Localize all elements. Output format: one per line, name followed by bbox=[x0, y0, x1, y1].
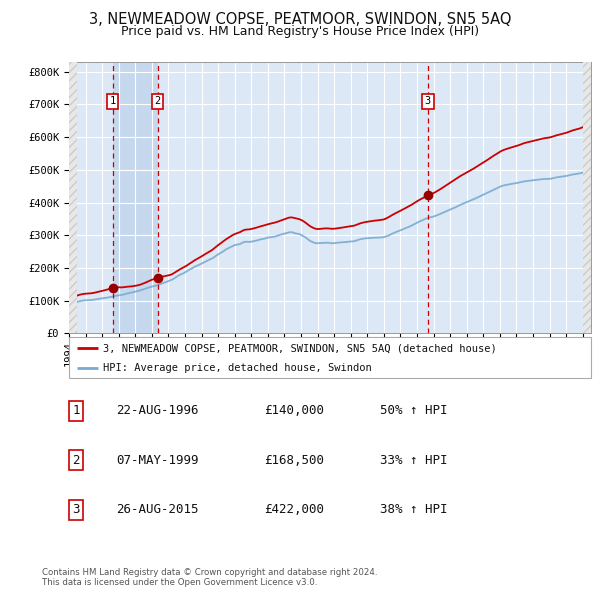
Text: £140,000: £140,000 bbox=[263, 404, 323, 417]
Text: 2: 2 bbox=[73, 454, 80, 467]
Text: £168,500: £168,500 bbox=[263, 454, 323, 467]
Text: 2: 2 bbox=[155, 96, 161, 106]
Text: £422,000: £422,000 bbox=[263, 503, 323, 516]
Text: 3, NEWMEADOW COPSE, PEATMOOR, SWINDON, SN5 5AQ: 3, NEWMEADOW COPSE, PEATMOOR, SWINDON, S… bbox=[89, 12, 511, 27]
Text: 26-AUG-2015: 26-AUG-2015 bbox=[116, 503, 198, 516]
Text: 50% ↑ HPI: 50% ↑ HPI bbox=[380, 404, 448, 417]
Text: Contains HM Land Registry data © Crown copyright and database right 2024.
This d: Contains HM Land Registry data © Crown c… bbox=[42, 568, 377, 587]
Text: 3, NEWMEADOW COPSE, PEATMOOR, SWINDON, SN5 5AQ (detached house): 3, NEWMEADOW COPSE, PEATMOOR, SWINDON, S… bbox=[103, 343, 497, 353]
Text: 1: 1 bbox=[73, 404, 80, 417]
Text: 22-AUG-1996: 22-AUG-1996 bbox=[116, 404, 198, 417]
Text: 33% ↑ HPI: 33% ↑ HPI bbox=[380, 454, 448, 467]
Text: Price paid vs. HM Land Registry's House Price Index (HPI): Price paid vs. HM Land Registry's House … bbox=[121, 25, 479, 38]
Text: 07-MAY-1999: 07-MAY-1999 bbox=[116, 454, 198, 467]
Text: 38% ↑ HPI: 38% ↑ HPI bbox=[380, 503, 448, 516]
Bar bbox=[583, 62, 591, 333]
Bar bbox=[69, 62, 77, 333]
Text: 3: 3 bbox=[425, 96, 431, 106]
Text: 1: 1 bbox=[110, 96, 116, 106]
Bar bbox=[113, 62, 158, 333]
Text: HPI: Average price, detached house, Swindon: HPI: Average price, detached house, Swin… bbox=[103, 363, 371, 373]
Text: 3: 3 bbox=[73, 503, 80, 516]
